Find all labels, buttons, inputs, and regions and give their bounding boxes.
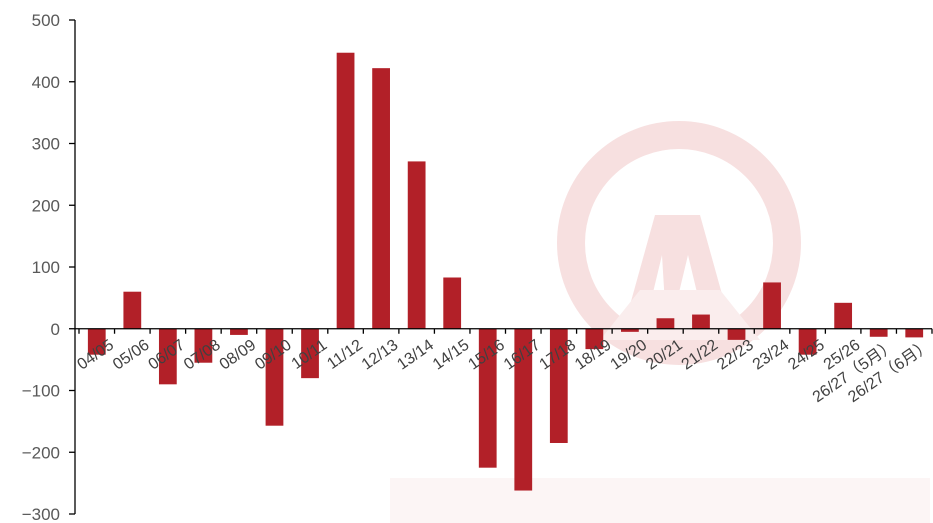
minmetals-logo-icon xyxy=(390,121,930,523)
bar xyxy=(443,277,462,329)
bar xyxy=(692,314,710,329)
y-tick-label: 500 xyxy=(32,11,60,30)
bar xyxy=(158,328,177,385)
y-tick-label: −100 xyxy=(22,382,60,401)
bar xyxy=(798,328,817,355)
bar xyxy=(123,291,142,329)
x-tick-label: 08/09 xyxy=(217,337,260,374)
bar xyxy=(87,328,106,355)
bar xyxy=(869,328,888,337)
y-tick-label: 300 xyxy=(32,135,60,154)
bar xyxy=(905,328,924,338)
bar xyxy=(301,328,319,379)
bar xyxy=(834,302,853,329)
x-tick-label: 11/12 xyxy=(324,337,366,373)
y-tick-label: 100 xyxy=(32,258,60,277)
bar xyxy=(194,328,213,363)
y-tick-label: 0 xyxy=(51,320,60,339)
y-tick-label: −300 xyxy=(22,505,60,523)
bar xyxy=(621,328,639,332)
bar xyxy=(727,328,746,340)
y-tick-label: 400 xyxy=(32,73,60,92)
bar xyxy=(230,328,248,335)
x-tick-label: 05/06 xyxy=(110,337,153,374)
x-tick-label: 13/14 xyxy=(394,337,437,374)
bar xyxy=(656,318,675,329)
bar xyxy=(407,161,426,329)
bar xyxy=(265,328,284,426)
y-tick-label: −200 xyxy=(22,443,60,462)
x-tick-label: 12/13 xyxy=(359,337,402,374)
bar xyxy=(763,282,781,329)
bar xyxy=(478,328,497,468)
x-tick-label: 14/15 xyxy=(430,337,473,374)
bar xyxy=(549,328,568,443)
bar xyxy=(585,328,604,350)
x-tick-label: 23/24 xyxy=(750,337,793,374)
bar xyxy=(514,328,533,491)
y-tick-label: 200 xyxy=(32,196,60,215)
bar xyxy=(372,68,390,329)
bar xyxy=(336,52,355,329)
